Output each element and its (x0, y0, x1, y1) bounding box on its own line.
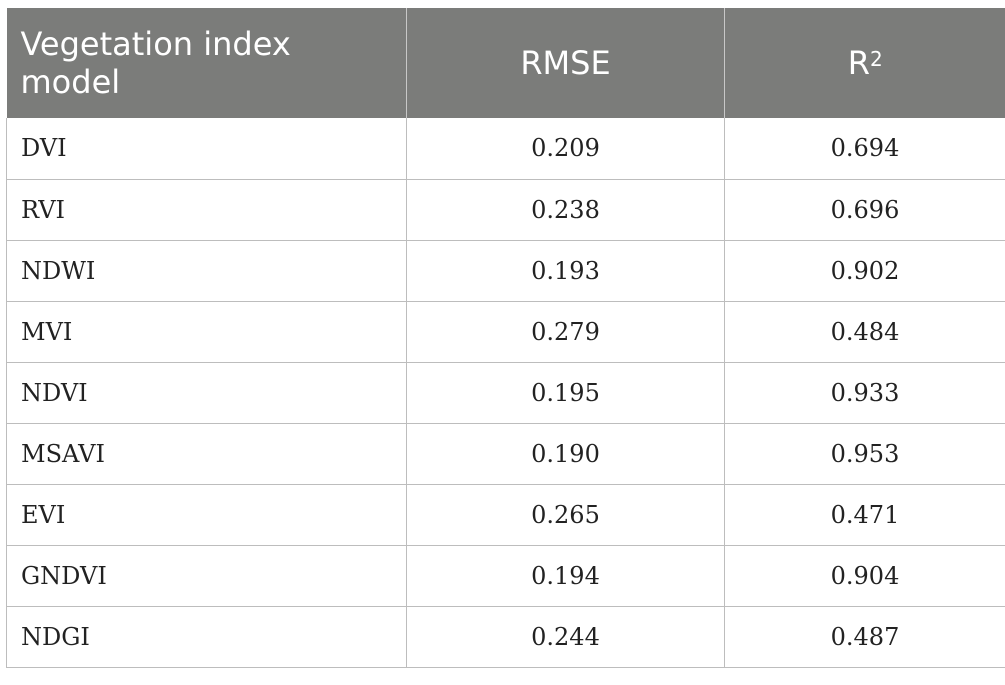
cell-rmse: 0.193 (406, 240, 725, 302)
cell-rmse: 0.209 (406, 118, 725, 180)
table-row: RVI 0.238 0.696 (6, 179, 1005, 241)
cell-model: MVI (6, 301, 407, 363)
cell-model: RVI (6, 179, 407, 241)
cell-r2: 0.696 (724, 179, 1005, 241)
header-r2: R2 (724, 8, 1005, 118)
cell-rmse: 0.190 (406, 423, 725, 485)
table-row: EVI 0.265 0.471 (6, 484, 1005, 546)
cell-r2: 0.902 (724, 240, 1005, 302)
header-row: Vegetation index model RMSE R2 (6, 8, 1005, 118)
cell-r2: 0.471 (724, 484, 1005, 546)
results-table: Vegetation index model RMSE R2 DVI 0.209… (6, 8, 1005, 668)
cell-r2: 0.484 (724, 301, 1005, 363)
cell-model: DVI (6, 118, 407, 180)
header-r2-superscript: 2 (870, 47, 883, 71)
cell-model: NDWI (6, 240, 407, 302)
cell-model: EVI (6, 484, 407, 546)
table-row: NDVI 0.195 0.933 (6, 362, 1005, 424)
table-header: Vegetation index model RMSE R2 (6, 8, 1005, 118)
header-r2-base: R (847, 44, 870, 82)
cell-rmse: 0.279 (406, 301, 725, 363)
table-row: NDWI 0.193 0.902 (6, 240, 1005, 302)
cell-r2: 0.694 (724, 118, 1005, 180)
cell-model: NDVI (6, 362, 407, 424)
cell-r2: 0.933 (724, 362, 1005, 424)
cell-model: GNDVI (6, 545, 407, 607)
cell-r2: 0.953 (724, 423, 1005, 485)
cell-r2: 0.904 (724, 545, 1005, 607)
table-row: DVI 0.209 0.694 (6, 118, 1005, 180)
cell-model: NDGI (6, 606, 407, 668)
cell-rmse: 0.244 (406, 606, 725, 668)
header-model: Vegetation index model (6, 8, 407, 118)
cell-rmse: 0.194 (406, 545, 725, 607)
cell-model: MSAVI (6, 423, 407, 485)
table-body: DVI 0.209 0.694 RVI 0.238 0.696 NDWI 0.1… (6, 118, 1005, 668)
table-row: MSAVI 0.190 0.953 (6, 423, 1005, 485)
cell-rmse: 0.238 (406, 179, 725, 241)
cell-r2: 0.487 (724, 606, 1005, 668)
table-row: NDGI 0.244 0.487 (6, 606, 1005, 668)
table-row: GNDVI 0.194 0.904 (6, 545, 1005, 607)
cell-rmse: 0.195 (406, 362, 725, 424)
cell-rmse: 0.265 (406, 484, 725, 546)
header-rmse: RMSE (406, 8, 725, 118)
table-row: MVI 0.279 0.484 (6, 301, 1005, 363)
